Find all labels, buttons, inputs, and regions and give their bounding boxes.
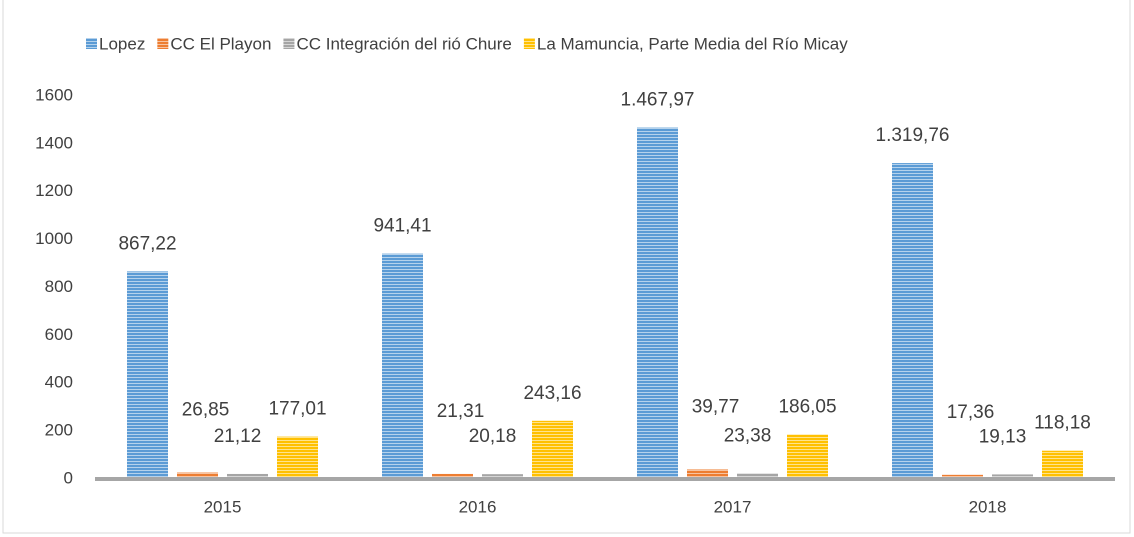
data-label: 39,77 (692, 396, 740, 417)
bar (942, 474, 983, 479)
legend-swatch (283, 38, 295, 49)
data-label: 118,18 (1034, 413, 1091, 434)
y-tick-label: 600 (45, 325, 73, 344)
data-label: 941,41 (373, 216, 431, 237)
bar (277, 436, 318, 479)
bar (1042, 450, 1083, 479)
bar (177, 472, 218, 479)
data-label: 17,36 (947, 402, 995, 423)
y-tick-label: 400 (45, 373, 73, 392)
legend-swatch (523, 38, 535, 49)
legend-label: CC Integración del rió Chure (296, 34, 511, 53)
legend-label: Lopez (99, 34, 145, 53)
x-tick-label: 2015 (204, 497, 242, 516)
data-label: 21,12 (214, 426, 262, 447)
bar (227, 473, 268, 479)
x-tick-label: 2017 (714, 497, 752, 516)
y-tick-label: 0 (64, 468, 73, 487)
bar (127, 271, 168, 479)
y-tick-label: 1600 (35, 85, 73, 104)
data-label: 867,22 (118, 233, 176, 254)
data-label: 177,01 (268, 399, 326, 420)
bar (992, 474, 1033, 479)
legend-swatch (86, 38, 97, 49)
y-tick-label: 200 (45, 421, 73, 440)
data-label: 20,18 (469, 426, 517, 447)
bar (637, 127, 678, 480)
bar (787, 434, 828, 479)
y-tick-label: 1200 (35, 181, 73, 200)
legend-label: La Mamuncia, Parte Media del Río Micay (537, 34, 848, 53)
bar (532, 420, 573, 479)
bar (892, 163, 933, 479)
bar (432, 473, 473, 479)
y-tick-label: 1000 (35, 229, 73, 248)
x-tick-label: 2018 (969, 497, 1007, 516)
y-tick-label: 800 (45, 277, 73, 296)
data-label: 21,31 (437, 401, 485, 422)
legend-label: CC El Playon (170, 34, 271, 53)
y-tick-label: 1400 (35, 133, 73, 152)
data-label: 1.319,76 (876, 125, 950, 146)
bar (482, 474, 523, 479)
bar (382, 253, 423, 479)
data-label: 19,13 (979, 426, 1027, 447)
bar (737, 473, 778, 479)
data-label: 186,05 (778, 396, 836, 417)
data-label: 243,16 (523, 383, 581, 404)
data-label: 23,38 (724, 425, 772, 446)
data-label: 26,85 (182, 400, 230, 421)
x-tick-label: 2016 (459, 497, 497, 516)
data-label: 1.467,97 (621, 90, 695, 111)
bar (687, 469, 728, 479)
legend-swatch (157, 38, 169, 49)
